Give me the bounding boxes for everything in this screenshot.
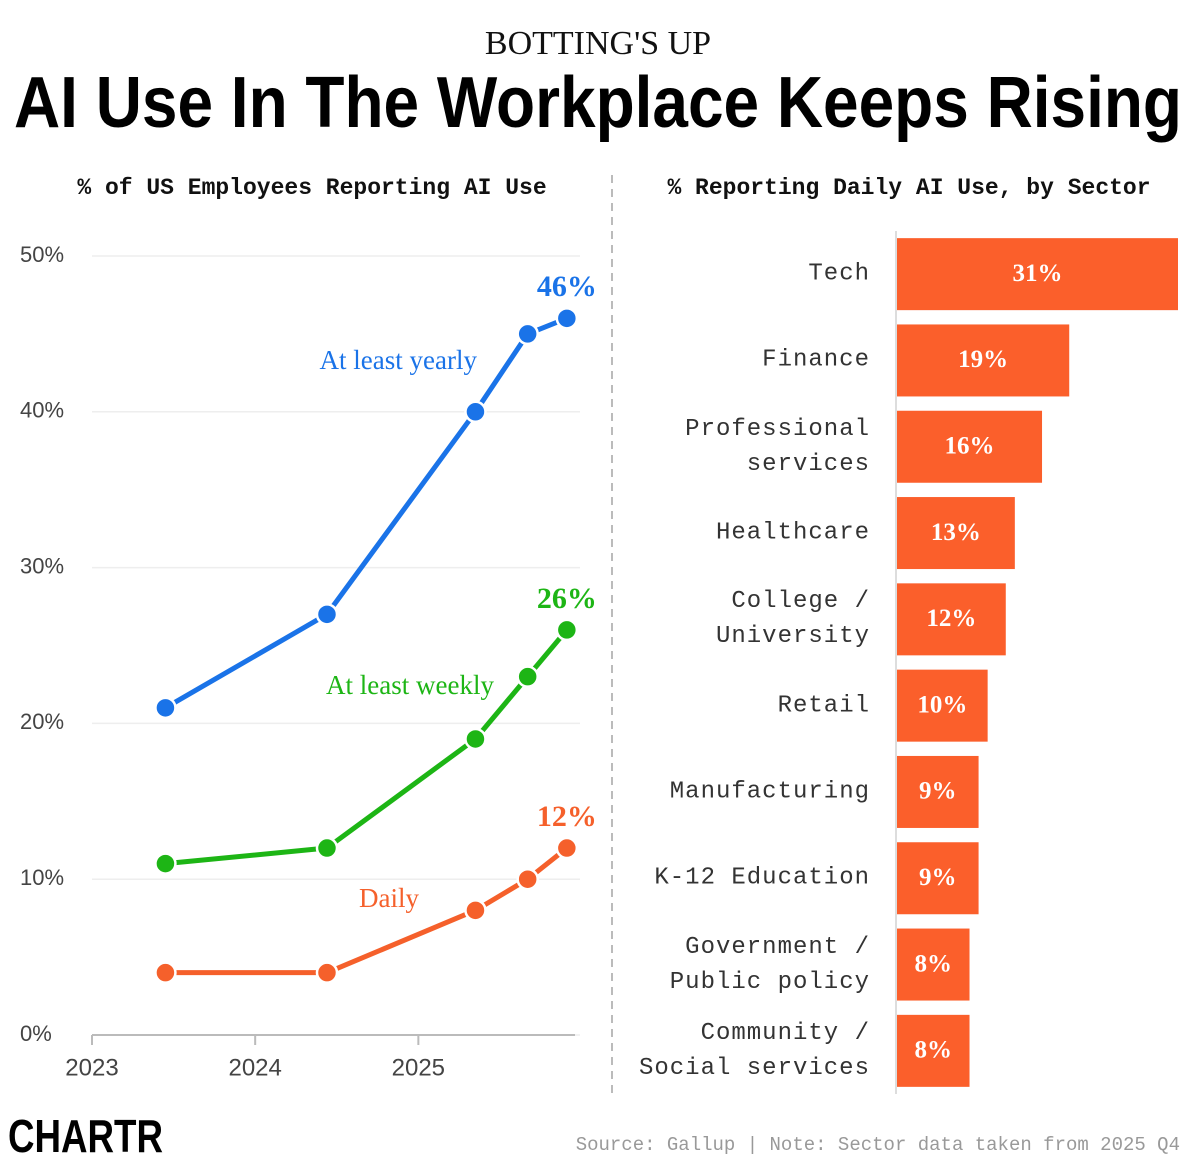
y-tick-label: 40% [20,398,64,423]
bar [897,755,979,828]
point [555,307,579,330]
value-label: 8% [915,950,953,977]
point [516,665,539,688]
source: Source: Gallup | Note: Sector data taken… [576,1134,1180,1156]
series-label: At least yearly [320,345,478,375]
bar [897,238,1178,311]
bar [897,842,979,915]
bar [897,1014,970,1087]
kicker: BOTTING'S UP [485,25,711,62]
category-label: Professional services [685,415,870,478]
value-label: 19% [958,346,1008,373]
bar [897,669,988,742]
point [464,899,487,922]
point [555,618,579,642]
chart-title: % Reporting Daily AI Use, by Sector [667,175,1150,201]
point [555,836,579,860]
category-label: Healthcare [715,519,870,547]
y-tick-label: 50% [20,242,64,267]
value-label: 8% [915,1037,953,1064]
point [154,961,177,984]
value-label: 31% [1013,260,1063,287]
category-label: Tech [808,260,870,288]
x-tick-label: 2023 [65,1054,118,1081]
point [315,836,339,860]
bar [897,928,970,1001]
y-tick-label: 30% [20,553,64,578]
bar [897,410,1043,483]
point [315,603,339,626]
category-label: Community / Social services [638,1019,870,1082]
x-tick-label: 2024 [228,1054,281,1081]
category-label: Manufacturing [669,778,870,806]
point [516,322,539,346]
point [315,961,339,984]
point [464,727,487,751]
point [516,867,539,891]
value-label: 46% [537,270,597,303]
value-label: 13% [931,519,981,546]
x-tick-label: 2025 [392,1054,445,1081]
y-tick-label: 10% [20,865,64,890]
y-tick-label: 20% [20,709,64,734]
point [154,696,177,720]
value-label: 26% [537,582,597,615]
category-label: Retail [777,692,870,720]
value-label: 12% [537,800,597,833]
series-label: Daily [359,883,419,913]
series-line [165,628,569,867]
series-label: At least weekly [326,670,494,700]
category-label: Government / Public policy [669,933,870,996]
chart-title: % of US Employees Reporting AI Use [77,175,546,201]
category-label: Finance [762,346,870,374]
value-label: 9% [919,778,957,805]
value-label: 12% [926,605,976,632]
value-label: 10% [917,691,967,718]
category-label: K-12 Education [654,864,870,892]
category-label: College / University [715,588,870,651]
point [464,400,487,424]
bar [897,497,1015,570]
bar [897,583,1006,656]
series-line [164,315,568,710]
value-label: 16% [945,432,995,459]
value-label: 9% [919,864,957,891]
logo: CHARTR [8,1110,163,1162]
title: AI Use In The Workplace Keeps Rising [14,63,1182,143]
point [154,852,177,875]
y-tick-label: 0% [20,1021,52,1046]
bar [897,324,1070,397]
